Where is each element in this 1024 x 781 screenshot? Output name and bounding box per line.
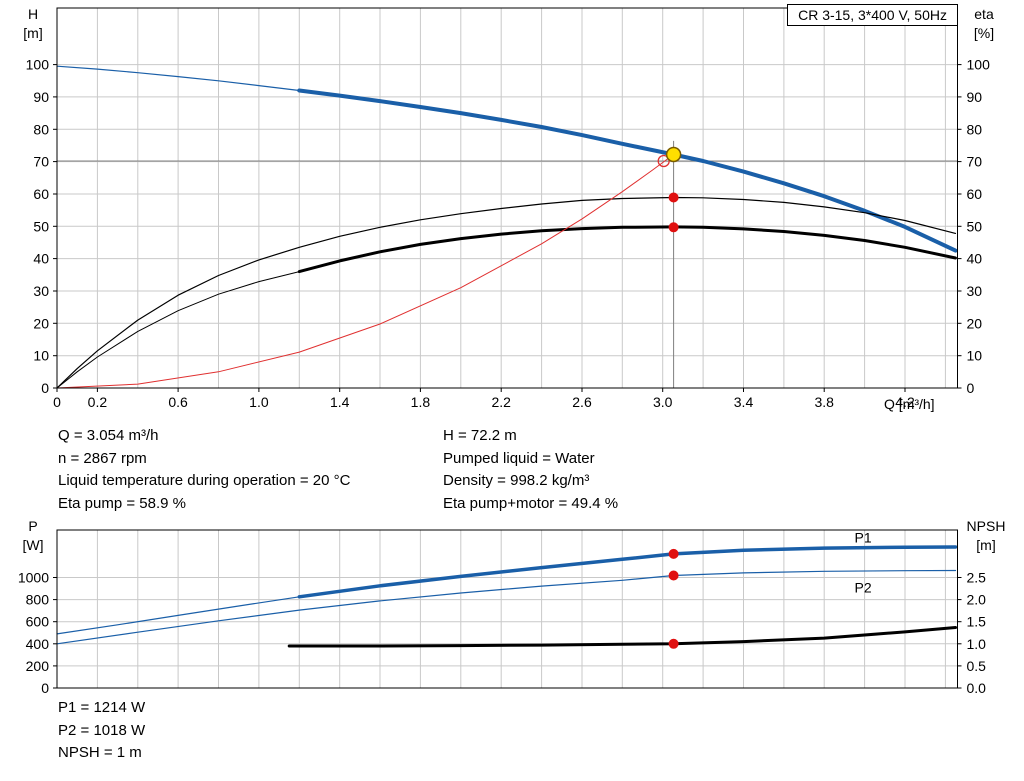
x-axis-tick-label: 3.4	[734, 394, 754, 410]
p2-point	[668, 570, 679, 581]
right-axis-tick-label: 20	[967, 315, 983, 331]
x-axis-tick-label: 0	[53, 394, 61, 410]
x-axis-tick-label: 4.2	[895, 394, 915, 410]
right-axis-tick-label: 0.5	[967, 658, 987, 674]
power-axis-label: P [W]	[13, 517, 53, 555]
duty-info-line: Eta pump+motor = 49.4 %	[443, 494, 619, 512]
right-axis-tick-label: 0	[967, 380, 975, 396]
power-axis-unit: [W]	[22, 537, 44, 553]
qh-eta-chart[interactable]: 0 10 20 30 40 50 60 70 80 90 100 0 10 20 30 40 50 60 70 80 9…	[0, 0, 1024, 415]
duty-info-line: n = 2867 rpm	[58, 449, 147, 467]
right-axis-tick-label: 0.0	[967, 680, 987, 696]
left-axis-tick-label: 20	[33, 315, 49, 331]
power-info: P1 = 1214 W P2 = 1018 W NPSH = 1 m	[58, 697, 145, 765]
duty-info-line: Pumped liquid = Water	[443, 449, 595, 467]
power-info-line: P2 = 1018 W	[58, 721, 146, 739]
right-axis-tick-label: 1.5	[967, 614, 987, 630]
npsh-axis-symbol: NPSH	[966, 518, 1006, 534]
head-axis-label: H [m]	[13, 5, 53, 43]
left-axis-tick-label: 60	[33, 186, 49, 202]
right-axis-tick-label: 2.0	[967, 592, 987, 608]
right-axis-tick-label: 80	[967, 121, 983, 137]
p2-curve	[56, 569, 957, 645]
right-axis-tick-label: 70	[967, 154, 983, 170]
power-info-line: P1 = 1214 W	[58, 699, 146, 716]
power-info-line: NPSH = 1 m	[58, 744, 142, 761]
right-axis-tick-label: 60	[967, 186, 983, 202]
power-axis-symbol: P	[28, 518, 38, 534]
x-axis-tick-label: 1.0	[249, 394, 269, 410]
duty-info-line: Density = 998.2 kg/m³	[443, 472, 590, 489]
left-axis-tick-label: 50	[33, 218, 49, 234]
duty-info-line: Eta pump = 58.9 %	[58, 494, 186, 512]
p1-point	[668, 548, 679, 559]
eta-pump-point	[668, 192, 679, 203]
pump-title-box: CR 3-15, 3*400 V, 50Hz	[787, 4, 958, 26]
right-axis-tick-label: 1.0	[967, 636, 987, 652]
right-axis-tick-label: 100	[967, 57, 991, 73]
npsh-axis-label: NPSH [m]	[952, 517, 1020, 555]
duty-info-right: H = 72.2 m Pumped liquid = Water Density…	[443, 425, 618, 515]
left-axis-tick-label: 600	[26, 614, 50, 630]
right-axis-tick-label: 40	[967, 251, 983, 267]
system-curve	[56, 154, 675, 389]
x-axis-tick-label: 3.0	[653, 394, 673, 410]
p1-label: P1	[855, 530, 872, 546]
eta-pump-motor-point	[668, 222, 679, 233]
right-axis-tick-label: 10	[967, 348, 983, 364]
x-axis-tick-label: 0.2	[88, 394, 108, 410]
duty-info-line: Liquid temperature during operation = 20…	[58, 472, 351, 489]
npsh-axis-unit: [m]	[976, 537, 996, 553]
qh-curve-lead	[56, 65, 300, 92]
eta-pump-motor-curve-lead	[56, 271, 300, 389]
power-npsh-chart[interactable]: P1 P2 0 200 400 600 800 1000 0.0 0.5 1.0 1.5 2.0 2.5	[0, 515, 1024, 705]
eta-pump-motor-curve	[297, 225, 957, 274]
npsh-curve	[287, 626, 957, 648]
duty-point	[665, 146, 682, 163]
left-axis-tick-label: 100	[26, 57, 50, 73]
duty-info-line: H = 72.2 m	[443, 427, 517, 444]
right-axis-tick-label: 50	[967, 218, 983, 234]
requested-duty-point	[657, 154, 670, 168]
left-axis-tick-label: 0	[41, 380, 49, 396]
left-axis-tick-label: 200	[26, 658, 50, 674]
npsh-point	[668, 638, 679, 649]
eta-axis-symbol: eta	[974, 6, 994, 22]
eta-pump-curve	[56, 196, 957, 389]
qh-curve	[297, 88, 958, 253]
p1-curve-lead	[56, 596, 300, 635]
left-axis-tick-label: 10	[33, 348, 49, 364]
p2-label: P2	[855, 579, 872, 595]
left-axis-tick-label: 0	[41, 680, 49, 696]
x-axis-tick-label: 2.2	[491, 394, 511, 410]
left-axis-tick-label: 400	[26, 636, 50, 652]
left-axis-tick-label: 80	[33, 121, 49, 137]
plot-border	[56, 529, 958, 689]
plot-border	[56, 7, 958, 389]
left-axis-tick-label: 90	[33, 89, 49, 105]
left-axis-tick-label: 70	[33, 154, 49, 170]
right-axis-tick-label: 2.5	[967, 570, 987, 586]
left-axis-tick-label: 1000	[18, 570, 49, 586]
x-axis-tick-label: 2.6	[572, 394, 592, 410]
head-axis-unit: [m]	[23, 25, 43, 41]
x-axis-tick-label: 1.4	[330, 394, 350, 410]
x-axis-tick-label: 1.8	[411, 394, 431, 410]
right-axis-tick-label: 90	[967, 89, 983, 105]
x-axis-tick-label: 3.8	[814, 394, 834, 410]
x-axis-tick-label: 0.6	[168, 394, 188, 410]
left-axis-tick-label: 800	[26, 592, 50, 608]
head-axis-symbol: H	[27, 6, 39, 22]
eta-axis-unit: [%]	[973, 25, 995, 41]
flow-axis-label: Q [m³/h]	[884, 396, 935, 412]
duty-info-left: Q = 3.054 m³/h n = 2867 rpm Liquid tempe…	[58, 425, 350, 515]
left-axis-tick-label: 30	[33, 283, 49, 299]
duty-info-line: Q = 3.054 m³/h	[58, 427, 159, 444]
p1-curve	[297, 545, 958, 599]
right-axis-tick-label: 30	[967, 283, 983, 299]
eta-axis-label: eta [%]	[960, 5, 1008, 43]
left-axis-tick-label: 40	[33, 251, 49, 267]
